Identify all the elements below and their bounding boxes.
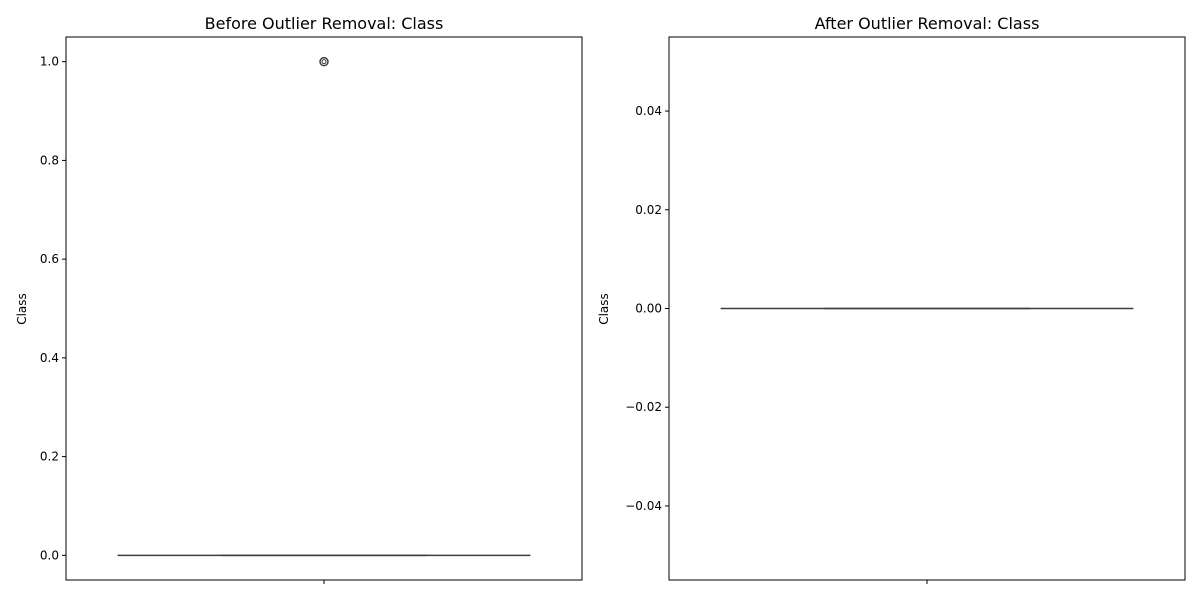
left-box-plot (117, 56, 531, 557)
left-plot-frame (65, 36, 583, 581)
left-y-tick-label: 0.8 (40, 153, 59, 167)
right-chart-title: After Outlier Removal: Class (815, 14, 1040, 33)
left-chart-title: Before Outlier Removal: Class (205, 14, 444, 33)
left-y-tick-label: 0.4 (40, 351, 59, 365)
left-y-tick-label: 0.0 (40, 548, 59, 562)
left-chart-panel: Before Outlier Removal: Class Class 0.00… (15, 14, 583, 584)
right-y-tick-label: 0.02 (635, 203, 662, 217)
right-chart-panel: After Outlier Removal: Class Class −0.04… (597, 14, 1186, 584)
right-plot-frame (668, 36, 1186, 581)
right-y-tick-label: 0.00 (635, 302, 662, 316)
left-y-tick-label: 0.2 (40, 450, 59, 464)
right-y-ticks: −0.04 −0.02 0.00 0.02 0.04 (625, 104, 928, 584)
left-y-tick-label: 1.0 (40, 55, 59, 69)
left-y-axis-label: Class (15, 293, 29, 325)
left-y-ticks: 0.0 0.2 0.4 0.6 0.8 1.0 (40, 55, 325, 584)
right-y-tick-label: −0.04 (625, 499, 662, 513)
left-outlier-point (319, 56, 329, 67)
right-y-tick-label: −0.02 (625, 400, 662, 414)
left-outlier-point-inner (321, 59, 327, 65)
left-y-tick-label: 0.6 (40, 252, 59, 266)
right-y-axis-label: Class (597, 293, 611, 325)
right-y-tick-label: 0.04 (635, 104, 662, 118)
